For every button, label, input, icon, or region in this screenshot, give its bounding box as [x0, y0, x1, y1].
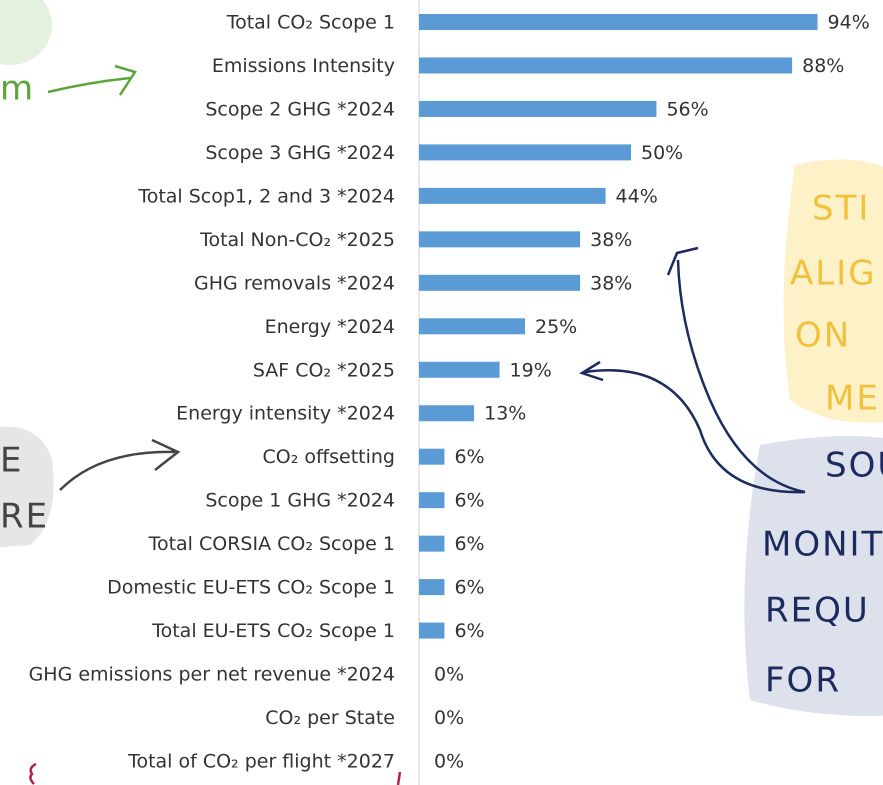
- bar: [419, 187, 606, 204]
- category-label: Total of CO₂ per flight *2027: [127, 750, 395, 772]
- data-label: 44%: [616, 185, 658, 207]
- data-label: 19%: [510, 359, 552, 381]
- category-label: Energy *2024: [265, 316, 395, 338]
- handwritten-note: FOR: [765, 661, 841, 701]
- handwritten-note: m: [0, 69, 35, 109]
- handwritten-note: STI: [812, 189, 870, 229]
- note-blob: [744, 436, 883, 716]
- category-label: Total CORSIA CO₂ Scope 1: [148, 533, 395, 555]
- handwritten-note: ALIG: [790, 254, 877, 294]
- handwritten-note: ME: [825, 379, 880, 419]
- handwritten-note: E: [0, 441, 23, 481]
- category-label: SAF CO₂ *2025: [253, 359, 395, 381]
- data-label: 94%: [828, 12, 870, 34]
- bar: [419, 318, 525, 335]
- bar: [419, 622, 445, 639]
- note-blob: [0, 426, 54, 548]
- data-label: 56%: [666, 98, 708, 120]
- bar: [419, 231, 581, 248]
- data-label: 0%: [434, 664, 464, 686]
- bar: [419, 448, 445, 465]
- note-blob: [783, 159, 883, 423]
- data-label: 38%: [590, 229, 632, 251]
- category-label: GHG removals *2024: [194, 272, 395, 294]
- data-label: 6%: [454, 533, 484, 555]
- note-blob: [0, 0, 52, 65]
- handwritten-note: ON: [795, 316, 851, 356]
- data-label: 6%: [454, 620, 484, 642]
- category-label: Total Non-CO₂ *2025: [199, 229, 395, 251]
- data-label: 0%: [434, 707, 464, 729]
- data-label: 13%: [484, 403, 526, 425]
- arrow: [666, 246, 806, 494]
- handwritten-note: RE: [0, 497, 49, 537]
- bracket: [29, 762, 402, 785]
- data-label: 0%: [434, 750, 464, 772]
- bar: [419, 405, 475, 422]
- category-label: Total Scop1, 2 and 3 *2024: [137, 185, 395, 207]
- bar: [419, 579, 445, 596]
- category-label: GHG emissions per net revenue *2024: [29, 664, 395, 686]
- data-label: 88%: [802, 55, 844, 77]
- arrow: [579, 360, 806, 494]
- category-label: Scope 3 GHG *2024: [205, 142, 395, 164]
- bar: [419, 274, 581, 291]
- handwritten-note: MONIT: [762, 525, 883, 565]
- handwritten-note: SOU: [825, 446, 883, 486]
- category-label: CO₂ offsetting: [263, 446, 395, 468]
- bar: [419, 535, 445, 552]
- bar: [419, 144, 631, 161]
- bar: [419, 361, 500, 378]
- category-label: Scope 2 GHG *2024: [205, 98, 395, 120]
- data-label: 6%: [454, 577, 484, 599]
- data-label: 38%: [590, 272, 632, 294]
- data-label: 6%: [454, 446, 484, 468]
- category-label: Total CO₂ Scope 1: [226, 12, 395, 34]
- category-label: CO₂ per State: [265, 707, 395, 729]
- bar: [419, 57, 793, 74]
- data-label: 6%: [454, 490, 484, 512]
- data-label: 25%: [535, 316, 577, 338]
- category-label: Energy intensity *2024: [176, 403, 395, 425]
- arrow: [47, 64, 137, 96]
- category-label: Domestic EU-ETS CO₂ Scope 1: [107, 577, 395, 599]
- arrow: [59, 438, 181, 491]
- category-label: Scope 1 GHG *2024: [205, 490, 395, 512]
- bar: [419, 14, 818, 30]
- category-label: Total EU-ETS CO₂ Scope 1: [151, 620, 395, 642]
- data-label: 50%: [641, 142, 683, 164]
- bar: [419, 492, 445, 509]
- bar: [419, 100, 657, 117]
- category-label: Emissions Intensity: [212, 55, 395, 77]
- handwritten-note: REQU: [765, 591, 870, 631]
